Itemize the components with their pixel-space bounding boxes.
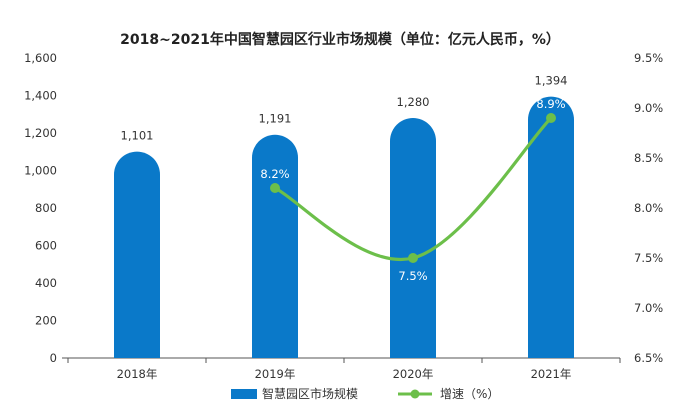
axes: 2018年 2019年 2020年 2021年 0 200 400 600 800 1,000 1,…: [24, 51, 663, 381]
growth-value-label: 8.9%: [536, 97, 565, 111]
legend-label-bar: 智慧园区市场规模: [262, 386, 358, 401]
y-left-tick-label: 1,600: [24, 51, 57, 65]
legend-swatch-bar: [231, 389, 257, 399]
y-right-tick-label: 6.5%: [634, 351, 663, 365]
y-left-tick-label: 400: [35, 276, 57, 290]
bar-value-label: 1,394: [535, 74, 568, 88]
growth-value-label: 7.5%: [398, 269, 427, 283]
y-right-tick-label: 7.0%: [634, 301, 663, 315]
y-left-tick-label: 600: [35, 239, 57, 253]
bar-labels-group: 1,101 1,191 1,280 1,394: [121, 74, 568, 143]
x-tick-label: 2019年: [255, 367, 296, 381]
y-left-tick-label: 200: [35, 314, 57, 328]
bar: [528, 96, 574, 358]
bar: [252, 134, 298, 358]
bar-value-label: 1,280: [397, 95, 430, 109]
y-right-tick-label: 8.5%: [634, 151, 663, 165]
growth-point: [546, 113, 556, 123]
growth-line-group: 8.2% 7.5% 8.9%: [260, 97, 565, 283]
bar: [390, 118, 436, 358]
y-left-tick-label: 1,400: [24, 89, 57, 103]
legend-swatch-marker: [410, 389, 420, 399]
y-right-tick-label: 9.0%: [634, 101, 663, 115]
bar: [114, 151, 160, 358]
x-tick-label: 2018年: [117, 367, 158, 381]
y-left-tick-label: 1,200: [24, 126, 57, 140]
y-right-tick-label: 7.5%: [634, 251, 663, 265]
x-tick-label: 2021年: [531, 367, 572, 381]
growth-point: [408, 253, 418, 263]
y-right-tick-label: 8.0%: [634, 201, 663, 215]
y-right-tick-label: 9.5%: [634, 51, 663, 65]
y-left-tick-label: 0: [50, 351, 57, 365]
y-left-tick-label: 800: [35, 201, 57, 215]
growth-point: [270, 183, 280, 193]
chart-title: 2018~2021年中国智慧园区行业市场规模（单位：亿元人民币，%）: [120, 31, 560, 48]
growth-value-label: 8.2%: [260, 167, 289, 181]
legend-label-line: 增速（%）: [440, 387, 499, 401]
bars-group: [114, 96, 574, 358]
y-left-tick-label: 1,000: [24, 164, 57, 178]
legend: 智慧园区市场规模 增速（%）: [231, 386, 499, 401]
bar-value-label: 1,191: [259, 112, 292, 126]
x-tick-label: 2020年: [393, 367, 434, 381]
bar-value-label: 1,101: [121, 129, 154, 143]
